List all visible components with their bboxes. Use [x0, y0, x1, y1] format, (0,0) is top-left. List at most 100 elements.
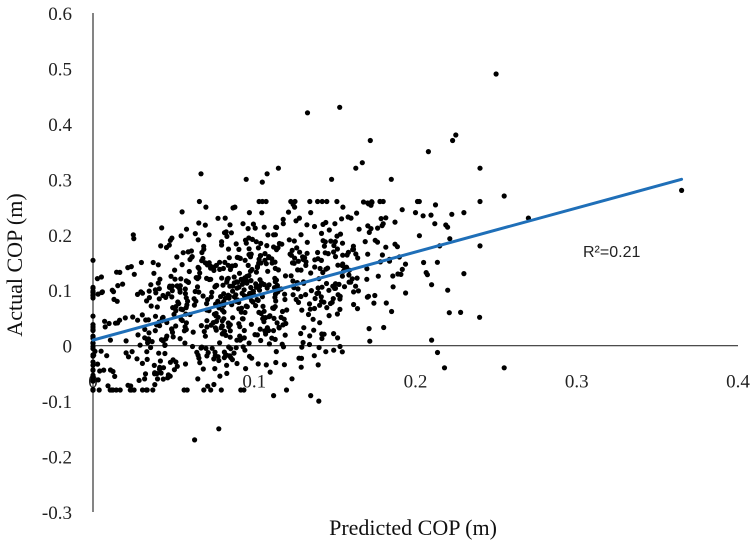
- data-point: [205, 350, 211, 356]
- data-point: [441, 365, 448, 371]
- data-point: [399, 207, 405, 213]
- data-point: [261, 281, 267, 288]
- data-point: [445, 224, 451, 230]
- data-point: [477, 198, 483, 205]
- data-point: [339, 273, 345, 279]
- x-axis-title: Predicted COP (m): [329, 515, 497, 540]
- data-point: [282, 332, 288, 338]
- data-point: [185, 298, 191, 304]
- data-point: [227, 283, 233, 289]
- data-point: [315, 256, 321, 262]
- data-point: [394, 244, 400, 250]
- data-point: [234, 337, 240, 343]
- data-point: [158, 243, 164, 249]
- data-point: [188, 248, 194, 254]
- data-point: [416, 233, 422, 239]
- data-point: [324, 305, 330, 311]
- data-point: [206, 232, 212, 238]
- data-point: [216, 426, 222, 432]
- data-point: [215, 314, 221, 320]
- data-point: [168, 273, 174, 279]
- data-point: [249, 236, 255, 242]
- data-point: [208, 387, 214, 393]
- data-point: [261, 224, 267, 230]
- data-point: [199, 258, 205, 264]
- data-point: [253, 269, 259, 275]
- data-point: [250, 299, 256, 305]
- data-point: [95, 291, 101, 297]
- data-point: [218, 387, 224, 393]
- data-point: [221, 230, 228, 236]
- data-point: [221, 355, 227, 361]
- data-point: [271, 305, 277, 311]
- data-point: [198, 171, 204, 177]
- data-point: [224, 277, 230, 283]
- data-point: [219, 275, 225, 281]
- data-point: [174, 283, 180, 289]
- data-point: [339, 216, 345, 222]
- data-point: [90, 367, 96, 373]
- data-point: [196, 355, 202, 361]
- data-point: [150, 259, 156, 266]
- data-point: [204, 301, 210, 307]
- data-point: [130, 314, 136, 320]
- data-point: [258, 253, 264, 259]
- data-point: [107, 387, 113, 393]
- data-point: [354, 306, 361, 312]
- data-point: [298, 293, 304, 300]
- data-point: [429, 282, 435, 288]
- data-point: [337, 306, 343, 312]
- data-point: [246, 246, 252, 252]
- data-point: [248, 284, 254, 291]
- data-point: [284, 307, 290, 313]
- data-point: [274, 320, 280, 326]
- data-point: [211, 381, 217, 388]
- data-point: [120, 281, 126, 287]
- data-point: [307, 333, 313, 339]
- data-point: [154, 376, 161, 382]
- data-point: [367, 137, 373, 144]
- data-point: [173, 359, 179, 365]
- data-point: [360, 199, 367, 205]
- data-point: [142, 376, 148, 382]
- data-point: [248, 321, 254, 327]
- data-point: [196, 220, 202, 226]
- data-point: [383, 215, 389, 221]
- data-point: [320, 221, 326, 227]
- data-point: [477, 243, 483, 249]
- data-point: [117, 387, 123, 393]
- data-point: [225, 262, 231, 268]
- data-point: [337, 293, 343, 299]
- data-point: [102, 318, 108, 324]
- data-point: [331, 242, 337, 249]
- data-point: [339, 262, 345, 269]
- data-point: [312, 295, 318, 302]
- data-point: [254, 264, 260, 271]
- data-point: [228, 230, 234, 236]
- data-point: [286, 237, 292, 243]
- data-point: [219, 323, 225, 329]
- data-point: [346, 272, 352, 278]
- data-point: [298, 232, 304, 238]
- data-point: [180, 250, 186, 256]
- data-point: [371, 300, 377, 306]
- data-point: [383, 244, 389, 250]
- data-point: [213, 283, 219, 289]
- data-point: [308, 210, 314, 216]
- data-point: [340, 252, 346, 258]
- data-point: [312, 264, 318, 270]
- data-point: [191, 302, 197, 308]
- data-point: [461, 271, 467, 277]
- data-point: [204, 318, 210, 324]
- data-point: [412, 210, 419, 216]
- data-point: [281, 362, 287, 368]
- data-point: [429, 337, 435, 343]
- data-point: [151, 270, 157, 276]
- data-point: [331, 249, 337, 255]
- data-point: [372, 292, 378, 299]
- data-point: [326, 313, 332, 319]
- data-point: [178, 276, 184, 282]
- data-point: [236, 270, 243, 276]
- data-point: [321, 299, 327, 305]
- data-point: [221, 316, 227, 322]
